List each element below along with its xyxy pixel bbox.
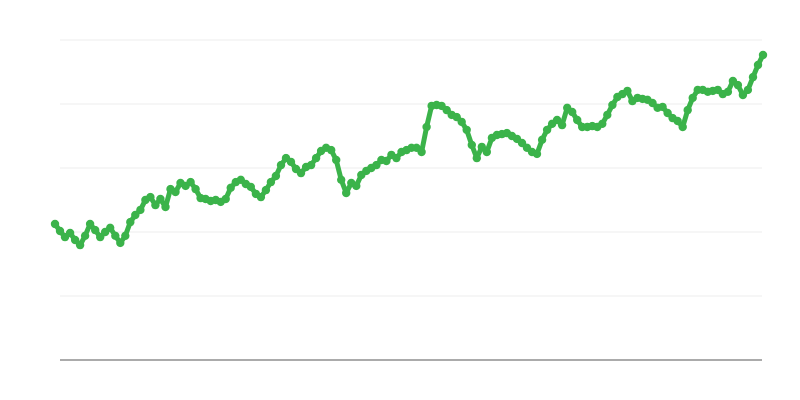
data-point-marker — [91, 225, 100, 235]
data-point-marker — [116, 238, 125, 248]
data-point-marker — [688, 93, 697, 103]
data-point-marker — [75, 240, 85, 250]
data-point-marker — [678, 122, 687, 132]
data-point-marker — [191, 184, 200, 194]
data-point-marker — [658, 102, 667, 112]
data-point-marker — [327, 145, 336, 155]
data-point-marker — [337, 175, 346, 184]
data-point-marker — [472, 153, 481, 163]
data-point-marker — [683, 105, 692, 115]
data-point-marker — [276, 160, 286, 170]
data-point-marker — [311, 153, 321, 163]
data-point-marker — [136, 205, 145, 215]
data-point-marker — [131, 210, 140, 220]
data-point-marker — [126, 217, 135, 227]
data-point-marker — [246, 182, 255, 192]
data-point-marker — [542, 125, 552, 135]
data-point-marker — [748, 72, 758, 82]
data-point-marker — [573, 115, 582, 125]
data-point-marker — [417, 147, 426, 157]
data-point-marker — [537, 135, 547, 144]
data-point-marker — [557, 120, 567, 130]
data-point-marker — [306, 160, 316, 170]
data-point-marker — [723, 87, 733, 97]
data-point-marker — [106, 223, 115, 232]
data-point-marker — [743, 85, 753, 95]
data-point-marker — [161, 202, 170, 212]
data-point-marker — [482, 147, 491, 157]
data-point-marker — [296, 168, 306, 178]
data-point-marker — [85, 219, 95, 229]
data-point-marker — [758, 50, 768, 60]
data-point-marker — [623, 86, 632, 96]
data-point-marker — [151, 200, 160, 210]
data-point-marker — [422, 122, 431, 132]
series-markers — [50, 50, 768, 250]
data-point-marker — [121, 231, 130, 240]
data-point-marker — [50, 219, 60, 229]
data-point-marker — [111, 231, 120, 240]
data-point-marker — [673, 116, 682, 126]
data-point-marker — [266, 177, 276, 187]
data-point-marker — [467, 140, 476, 150]
data-point-marker — [352, 181, 361, 191]
data-point-marker — [603, 110, 612, 120]
data-point-marker — [146, 192, 155, 202]
data-point-marker — [753, 60, 763, 70]
data-point-marker — [457, 117, 466, 127]
data-point-marker — [256, 192, 266, 202]
data-point-marker — [221, 194, 230, 204]
data-point-marker — [261, 185, 271, 195]
data-point-marker — [608, 100, 617, 110]
data-point-marker — [171, 187, 180, 197]
data-point-marker — [55, 226, 65, 236]
data-point-marker — [80, 231, 90, 240]
data-point-marker — [392, 153, 401, 163]
data-point-marker — [733, 80, 743, 90]
data-point-marker — [286, 157, 296, 167]
data-point-marker — [532, 149, 542, 159]
data-point-marker — [342, 188, 351, 198]
data-point-marker — [382, 156, 391, 166]
series-trend — [50, 50, 768, 250]
data-point-marker — [226, 183, 235, 192]
data-point-marker — [598, 119, 607, 128]
data-point-marker — [568, 107, 577, 117]
data-point-marker — [332, 155, 341, 165]
gridlines — [60, 39, 762, 297]
data-point-marker — [271, 171, 281, 181]
data-point-marker — [65, 228, 75, 238]
data-point-marker — [156, 194, 165, 204]
data-point-marker — [186, 177, 195, 187]
data-point-marker — [462, 125, 471, 135]
